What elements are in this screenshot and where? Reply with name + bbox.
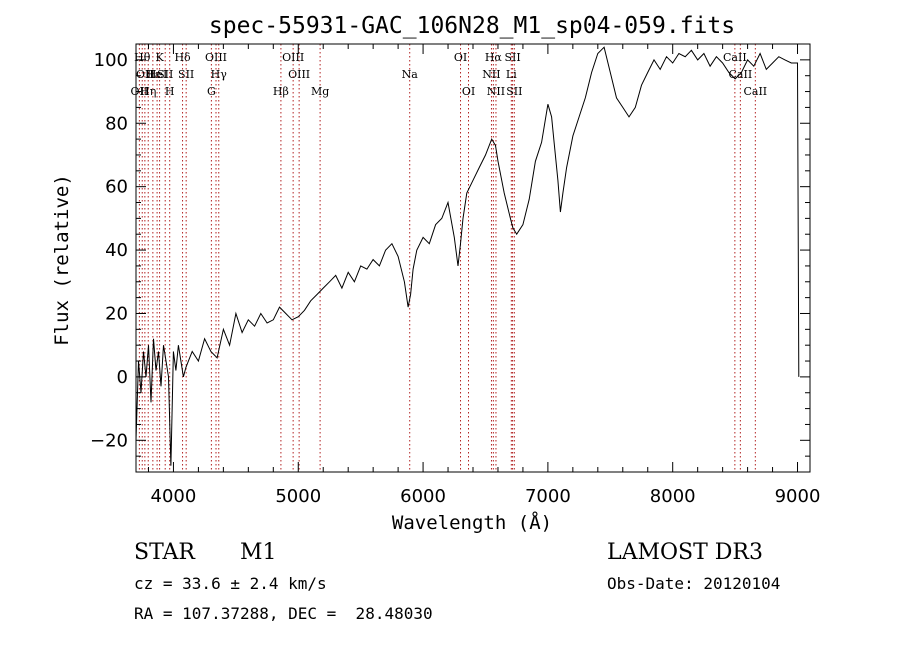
line-label: OIII [282, 51, 304, 64]
line-label: CaII [743, 85, 767, 98]
line-label: SII [506, 85, 522, 98]
ra-dec: RA = 107.37288, DEC = 28.48030 [134, 604, 433, 623]
y-tick-label: 0 [117, 367, 128, 388]
chart-title: spec-55931-GAC_106N28_M1_sp04-059.fits [209, 13, 735, 39]
line-label: CaII [729, 68, 753, 81]
y-tick-label: −20 [90, 430, 128, 451]
line-label: Hε [145, 68, 161, 81]
line-label: Hη [140, 85, 156, 98]
plot-frame [135, 43, 811, 473]
spectral-line-markers [138, 44, 756, 472]
line-label: G [207, 85, 216, 98]
line-label: Hθ [134, 51, 151, 64]
line-label: Hβ [273, 85, 289, 98]
object-subclass: M1 [240, 540, 277, 565]
line-label: SII [178, 68, 194, 81]
x-tick-label: 7000 [525, 486, 571, 507]
x-tick-label: 8000 [650, 486, 696, 507]
observation-date: Obs-Date: 20120104 [607, 574, 781, 593]
object-class: STAR [134, 540, 195, 565]
line-label: Mg [311, 85, 329, 98]
spectral-line-labels: OIIHθOIIHηHεHeIKSIIHHδSIIGOIIIHγHβOIIIOI… [131, 51, 768, 98]
line-label: SII [157, 68, 173, 81]
x-axis-label: Wavelength (Å) [392, 511, 552, 534]
survey-name: LAMOST DR3 [607, 540, 763, 565]
x-axis-ticks: 4000 5000 6000 7000 8000 9000 [147, 44, 821, 507]
line-label: OIII [205, 51, 227, 64]
spectrum-line [135, 46, 800, 466]
line-label: OI [462, 85, 475, 98]
x-tick-label: 6000 [400, 486, 446, 507]
y-tick-label: 40 [105, 240, 128, 261]
line-label: Hγ [211, 68, 228, 81]
x-tick-label: 4000 [151, 486, 197, 507]
line-label: CaII [723, 51, 747, 64]
line-label: NII [487, 85, 505, 98]
y-axis-ticks: −20 0 20 40 60 80 100 [90, 43, 810, 473]
y-tick-label: 100 [94, 50, 128, 71]
line-label: NII [482, 68, 500, 81]
line-label: K [155, 51, 164, 64]
line-label: HeI [147, 68, 167, 81]
y-tick-label: 20 [105, 303, 128, 324]
spectrum-chart: spec-55931-GAC_106N28_M1_sp04-059.fits O… [51, 13, 821, 534]
y-tick-label: 60 [105, 177, 128, 198]
line-label: Hδ [174, 51, 191, 64]
line-label: OII [136, 68, 154, 81]
y-axis-label: Flux (relative) [51, 174, 73, 346]
redshift-cz: cz = 33.6 ± 2.4 km/s [134, 574, 327, 593]
line-label: Li [506, 68, 517, 81]
line-label: H [165, 85, 175, 98]
y-tick-label: 80 [105, 113, 128, 134]
line-label: Na [402, 68, 419, 81]
line-label: OI [454, 51, 467, 64]
line-label: Hα [485, 51, 503, 64]
x-tick-label: 5000 [275, 486, 321, 507]
x-tick-label: 9000 [775, 486, 821, 507]
line-label: OIII [288, 68, 310, 81]
line-label: SII [504, 51, 520, 64]
